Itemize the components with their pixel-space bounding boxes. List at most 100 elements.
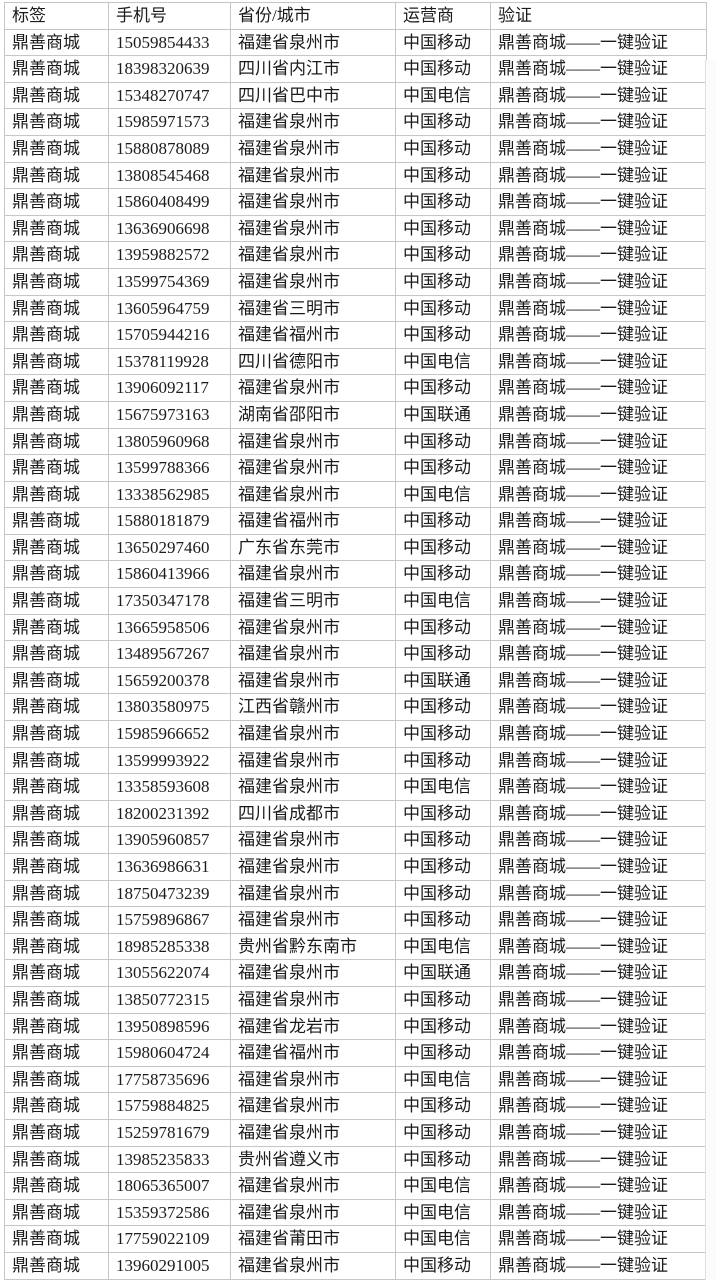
table-row: 鼎善商城 13636906698 福建省泉州市 中国移动 鼎善商城——一键验证	[4, 214, 707, 243]
region-cell: 福建省泉州市	[230, 906, 396, 934]
phone-cell: 13599993922	[108, 746, 231, 775]
table-row: 鼎善商城 18985285338 贵州省黔东南市 中国电信 鼎善商城——一键验证	[4, 932, 707, 961]
carrier-cell: 中国电信	[395, 1198, 491, 1227]
region-cell: 福建省泉州市	[230, 267, 396, 296]
label-cell: 鼎善商城	[4, 1039, 109, 1067]
label-cell: 鼎善商城	[4, 454, 109, 482]
label-cell: 鼎善商城	[4, 985, 109, 1014]
label-cell: 鼎善商城	[4, 799, 109, 828]
verify-cell: 鼎善商城——一键验证	[490, 214, 707, 243]
region-cell: 福建省泉州市	[230, 613, 396, 642]
region-cell: 福建省泉州市	[230, 640, 396, 668]
region-cell: 福建省泉州市	[230, 746, 396, 775]
table-row: 鼎善商城 13950898596 福建省龙岩市 中国移动 鼎善商城——一键验证	[4, 1012, 707, 1041]
region-cell: 福建省泉州市	[230, 826, 396, 854]
table-row: 鼎善商城 18750473239 福建省泉州市 中国移动 鼎善商城——一键验证	[4, 879, 707, 908]
label-cell: 鼎善商城	[4, 853, 109, 881]
table-row: 鼎善商城 15359372586 福建省泉州市 中国电信 鼎善商城——一键验证	[4, 1198, 707, 1227]
table-row: 鼎善商城 18065365007 福建省泉州市 中国电信 鼎善商城——一键验证	[4, 1172, 707, 1200]
verify-cell: 鼎善商城——一键验证	[490, 853, 707, 881]
phone-cell: 15705944216	[108, 321, 231, 349]
region-cell: 江西省赣州市	[230, 693, 396, 722]
phone-cell: 15378119928	[108, 347, 231, 376]
carrier-cell: 中国移动	[395, 853, 491, 881]
region-cell: 福建省泉州市	[230, 161, 396, 190]
carrier-cell: 中国移动	[395, 693, 491, 722]
table-row: 鼎善商城 13055622074 福建省泉州市 中国联通 鼎善商城——一键验证	[4, 959, 707, 987]
phone-cell: 15860413966	[108, 560, 231, 589]
verify-cell: 鼎善商城——一键验证	[490, 374, 707, 402]
region-cell: 福建省泉州市	[230, 134, 396, 163]
table-row: 鼎善商城 13808545468 福建省泉州市 中国移动 鼎善商城——一键验证	[4, 161, 707, 190]
phone-cell: 13950898596	[108, 1012, 231, 1041]
phone-cell: 15659200378	[108, 666, 231, 695]
verify-cell: 鼎善商城——一键验证	[490, 613, 707, 642]
carrier-cell: 中国移动	[395, 134, 491, 163]
carrier-cell: 中国电信	[395, 932, 491, 961]
phone-cell: 15059854433	[108, 28, 231, 57]
table-row: 鼎善商城 18200231392 四川省成都市 中国移动 鼎善商城——一键验证	[4, 799, 707, 828]
label-cell: 鼎善商城	[4, 400, 109, 429]
verify-cell: 鼎善商城——一键验证	[490, 1118, 707, 1147]
region-cell: 贵州省遵义市	[230, 1145, 396, 1174]
verify-cell: 鼎善商城——一键验证	[490, 507, 707, 535]
region-cell: 福建省泉州市	[230, 188, 396, 216]
verify-cell: 鼎善商城——一键验证	[490, 533, 707, 562]
verify-cell: 鼎善商城——一键验证	[490, 959, 707, 987]
phone-cell: 13599754369	[108, 267, 231, 296]
table-row: 鼎善商城 15985966652 福建省泉州市 中国移动 鼎善商城——一键验证	[4, 720, 707, 748]
verify-cell: 鼎善商城——一键验证	[490, 55, 707, 83]
table-row: 鼎善商城 13605964759 福建省三明市 中国移动 鼎善商城——一键验证	[4, 294, 707, 323]
region-cell: 福建省泉州市	[230, 1251, 396, 1280]
region-cell: 湖南省邵阳市	[230, 400, 396, 429]
table-row: 鼎善商城 13960291005 福建省泉州市 中国移动 鼎善商城——一键验证	[4, 1251, 707, 1280]
table-row: 鼎善商城 13985235833 贵州省遵义市 中国移动 鼎善商城——一键验证	[4, 1145, 707, 1174]
label-cell: 鼎善商城	[4, 666, 109, 695]
verify-cell: 鼎善商城——一键验证	[490, 427, 707, 456]
label-cell: 鼎善商城	[4, 1172, 109, 1200]
phone-cell: 15880878089	[108, 134, 231, 163]
table-row: 鼎善商城 13959882572 福建省泉州市 中国移动 鼎善商城——一键验证	[4, 241, 707, 269]
carrier-cell: 中国移动	[395, 826, 491, 854]
phone-cell: 18985285338	[108, 932, 231, 961]
label-cell: 鼎善商城	[4, 1065, 109, 1094]
column-header-col-label: 标签	[4, 2, 109, 30]
verify-cell: 鼎善商城——一键验证	[490, 720, 707, 748]
table-row: 鼎善商城 13599993922 福建省泉州市 中国移动 鼎善商城——一键验证	[4, 746, 707, 775]
carrier-cell: 中国移动	[395, 214, 491, 243]
label-cell: 鼎善商城	[4, 321, 109, 349]
phone-cell: 15860408499	[108, 188, 231, 216]
label-cell: 鼎善商城	[4, 826, 109, 854]
right-edge-cutoff-column	[705, 60, 716, 1280]
region-cell: 福建省泉州市	[230, 879, 396, 908]
carrier-cell: 中国联通	[395, 400, 491, 429]
label-cell: 鼎善商城	[4, 693, 109, 722]
column-header-col-verify: 验证	[490, 2, 707, 30]
carrier-cell: 中国移动	[395, 1012, 491, 1041]
verify-cell: 鼎善商城——一键验证	[490, 693, 707, 722]
carrier-cell: 中国电信	[395, 587, 491, 615]
table-row: 鼎善商城 13906092117 福建省泉州市 中国移动 鼎善商城——一键验证	[4, 374, 707, 402]
verify-cell: 鼎善商城——一键验证	[490, 1065, 707, 1094]
phone-cell: 17350347178	[108, 587, 231, 615]
carrier-cell: 中国电信	[395, 81, 491, 110]
region-cell: 福建省泉州市	[230, 1172, 396, 1200]
table-row: 鼎善商城 15378119928 四川省德阳市 中国电信 鼎善商城——一键验证	[4, 347, 707, 376]
label-cell: 鼎善商城	[4, 1012, 109, 1041]
phone-cell: 13906092117	[108, 374, 231, 402]
table-row: 鼎善商城 15759884825 福建省泉州市 中国移动 鼎善商城——一键验证	[4, 1092, 707, 1120]
table-row: 鼎善商城 15705944216 福建省福州市 中国移动 鼎善商城——一键验证	[4, 321, 707, 349]
region-cell: 福建省泉州市	[230, 214, 396, 243]
carrier-cell: 中国移动	[395, 108, 491, 136]
region-cell: 福建省泉州市	[230, 666, 396, 695]
phone-cell: 13636906698	[108, 214, 231, 243]
region-cell: 福建省泉州市	[230, 1118, 396, 1147]
verify-cell: 鼎善商城——一键验证	[490, 1225, 707, 1253]
phone-cell: 15675973163	[108, 400, 231, 429]
column-header-col-phone: 手机号	[108, 2, 231, 30]
verify-cell: 鼎善商城——一键验证	[490, 640, 707, 668]
label-cell: 鼎善商城	[4, 906, 109, 934]
verify-cell: 鼎善商城——一键验证	[490, 134, 707, 163]
verify-cell: 鼎善商城——一键验证	[490, 879, 707, 908]
table-row: 鼎善商城 13358593608 福建省泉州市 中国电信 鼎善商城——一键验证	[4, 773, 707, 801]
